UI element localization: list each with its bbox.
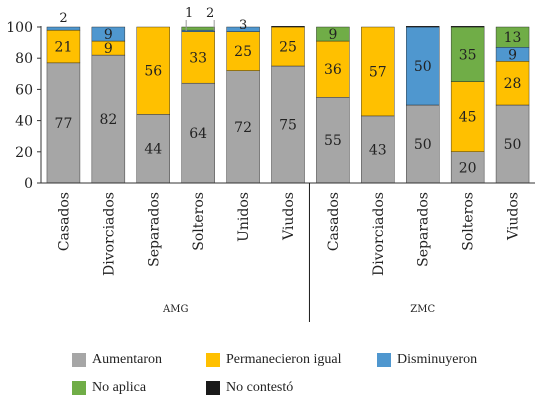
x-tick-label: Solteros	[461, 192, 477, 251]
group-label: AMG	[162, 304, 188, 315]
data-label: 25	[234, 44, 252, 60]
y-tick-label: 20	[15, 145, 33, 161]
data-label: 28	[504, 76, 522, 92]
bar-segment	[406, 26, 440, 106]
data-label: 75	[279, 118, 297, 134]
y-tick-label: 100	[6, 20, 33, 36]
legend-swatch-disminuyeron	[377, 353, 391, 367]
x-tick-label: Separados	[416, 192, 432, 267]
bar-segment	[450, 81, 485, 152]
data-label: 43	[369, 142, 387, 158]
x-tick-label: Unidos	[236, 192, 252, 242]
x-tick-label: Divorciados	[371, 192, 387, 276]
bar-segment	[361, 115, 395, 184]
legend-item-no-contesto: No contestó	[206, 380, 293, 396]
bar-segment	[226, 70, 260, 184]
bar-segment	[495, 61, 530, 106]
bar-segment	[226, 26, 260, 32]
bar-segment	[181, 31, 215, 84]
bar-segment	[450, 26, 485, 82]
callout-label: 2	[206, 6, 214, 21]
x-tick-label: Casados	[56, 192, 72, 251]
data-label: 56	[144, 64, 162, 80]
bar-segment	[316, 40, 350, 98]
data-label: 45	[459, 110, 477, 126]
legend-label-disminuyeron: Disminuyeron	[397, 352, 478, 367]
data-label: 21	[55, 40, 73, 56]
y-tick-label: 0	[24, 176, 33, 192]
y-tick-label: 60	[15, 82, 33, 98]
bar-segment	[406, 26, 440, 28]
bar-segment	[450, 26, 485, 28]
data-label: 72	[234, 120, 252, 136]
data-label: 25	[279, 40, 297, 56]
data-label: 9	[104, 27, 113, 43]
callout-label: 3	[239, 18, 247, 33]
x-tick-label: Viudos	[281, 192, 297, 241]
data-label: 9	[328, 27, 337, 43]
legend-item-no-aplica: No aplica	[72, 380, 146, 396]
x-tick-label: Solteros	[191, 192, 207, 251]
bar-segment	[316, 26, 350, 42]
bar-segment	[450, 151, 485, 184]
bar-segment	[91, 54, 126, 184]
bar-segment	[495, 26, 530, 48]
bar-segment	[46, 29, 81, 64]
legend-swatch-aumentaron	[72, 353, 86, 367]
data-label: 35	[459, 47, 477, 63]
legend-label-no-aplica: No aplica	[92, 380, 147, 395]
data-label: 50	[414, 137, 432, 153]
legend-label-no-contesto: No contestó	[226, 380, 294, 395]
legend-item-aumentaron: Aumentaron	[72, 352, 162, 368]
data-label: 77	[55, 116, 73, 132]
data-label: 13	[504, 30, 522, 46]
data-label: 64	[189, 126, 207, 142]
data-label: 20	[459, 160, 477, 176]
callout-label: 2	[59, 11, 67, 26]
callout-label: 1	[185, 6, 193, 21]
x-tick-label: Separados	[146, 192, 162, 267]
bar-segment	[136, 26, 170, 115]
legend-item-permanecieron-igual: Permanecieron igual	[206, 352, 341, 368]
data-label: 50	[504, 137, 522, 153]
legend-swatch-permanecieron-igual	[206, 353, 220, 367]
x-tick-label: Casados	[326, 192, 342, 251]
data-label: 33	[189, 50, 207, 66]
bar-segment	[271, 26, 305, 67]
data-label: 82	[99, 112, 117, 128]
data-label: 44	[144, 142, 162, 158]
data-label: 57	[369, 64, 387, 80]
legend-item-disminuyeron: Disminuyeron	[377, 352, 477, 368]
legend-swatch-no-contesto	[206, 381, 220, 395]
bar-segment	[495, 104, 530, 184]
bar-segment	[316, 96, 350, 184]
legend-label-permanecieron-igual: Permanecieron igual	[226, 352, 342, 367]
y-tick-label: 40	[15, 114, 33, 130]
bar-segment	[91, 26, 126, 42]
data-label: 55	[324, 133, 342, 149]
data-label: 50	[414, 59, 432, 75]
bar-segment	[271, 26, 305, 28]
group-label: ZMC	[410, 304, 435, 315]
x-tick-label: Divorciados	[101, 192, 117, 276]
legend-label-aumentaron: Aumentaron	[92, 352, 162, 367]
legend-swatch-no-aplica	[72, 381, 86, 395]
bar-segment	[46, 26, 81, 31]
data-label: 9	[104, 41, 113, 57]
x-tick-label: Viudos	[506, 192, 522, 241]
y-tick-label: 80	[15, 51, 33, 67]
bar-segment	[361, 26, 395, 117]
bar-segment	[406, 104, 440, 184]
bar-segment	[226, 31, 260, 71]
data-label: 9	[508, 47, 517, 63]
data-label: 36	[324, 62, 342, 78]
